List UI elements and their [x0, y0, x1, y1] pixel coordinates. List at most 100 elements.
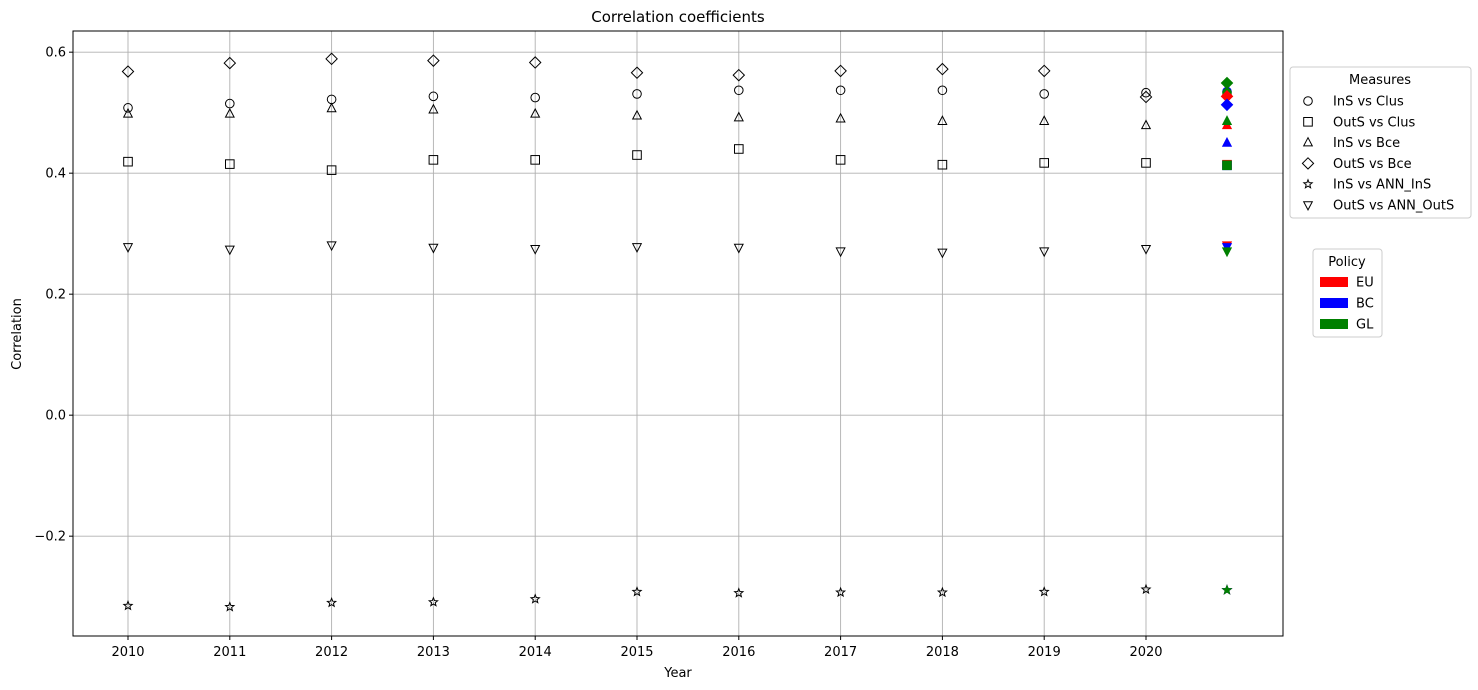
point-outs-vs-bce — [121, 65, 135, 78]
point-outs-vs-ann-outs — [224, 245, 235, 256]
point-outs-vs-ann-outs — [530, 245, 541, 255]
point-outs-vs-ann-outs — [835, 247, 846, 258]
point-outs-vs-bce — [834, 64, 847, 78]
legend-marker-outs-vs-ann-outs — [1302, 201, 1314, 211]
point-ins-vs-ann-ins — [733, 587, 745, 598]
policy-point-gl-ins-vs-ann-ins — [1221, 584, 1233, 595]
x-tick-label: 2020 — [1129, 645, 1162, 660]
point-outs-vs-bce — [223, 56, 237, 70]
point-outs-vs-ann-outs — [122, 243, 134, 253]
legend-measures-frame — [1289, 66, 1472, 219]
plot-frame — [72, 30, 1284, 637]
legend-label-outs-vs-clus: OutS vs Clus — [1333, 115, 1415, 130]
point-ins-vs-clus — [1141, 87, 1151, 98]
policy-point-bc-ins-vs-bce — [1221, 136, 1233, 147]
point-ins-vs-ann-ins — [936, 586, 948, 598]
grid-lines — [73, 31, 1283, 636]
point-ins-vs-bce — [530, 107, 541, 118]
point-outs-vs-ann-outs — [1140, 245, 1152, 255]
point-ins-vs-ann-ins — [224, 601, 236, 612]
point-outs-vs-clus — [428, 155, 439, 165]
x-axis-title: Year — [663, 666, 692, 681]
point-outs-vs-bce — [732, 68, 746, 82]
point-outs-vs-bce — [1037, 64, 1051, 78]
point-outs-vs-ann-outs — [326, 241, 337, 252]
point-ins-vs-bce — [1140, 119, 1152, 130]
point-outs-vs-bce — [936, 62, 949, 76]
x-tick-label: 2018 — [926, 645, 959, 660]
x-tick-label: 2010 — [111, 645, 144, 660]
point-ins-vs-ann-ins — [122, 599, 134, 611]
point-outs-vs-clus — [530, 155, 541, 165]
y-tick-label: −0.2 — [34, 530, 66, 545]
legend-label-outs-vs-ann-outs: OutS vs ANN_OutS — [1333, 199, 1454, 214]
x-tick-label: 2017 — [824, 645, 857, 660]
point-outs-vs-clus — [123, 156, 133, 167]
y-axis-title: Correlation — [10, 298, 25, 370]
legend-label-bc: BC — [1356, 297, 1374, 312]
legend-label-ins-vs-bce: InS vs Bce — [1333, 136, 1400, 151]
point-ins-vs-ann-ins — [326, 596, 338, 608]
point-ins-vs-ann-ins — [835, 586, 847, 598]
chart-title: Correlation coefficients — [591, 8, 765, 26]
y-axis: −0.2 0.0 0.2 0.4 0.6 — [34, 46, 73, 545]
point-ins-vs-clus — [835, 85, 846, 96]
x-tick-label: 2012 — [315, 645, 348, 660]
point-ins-vs-clus — [632, 89, 642, 99]
legend-label-ins-vs-clus: InS vs Clus — [1333, 95, 1404, 110]
point-outs-vs-ann-outs — [1039, 247, 1050, 258]
legend-measures: Measures InS vs Clus OutS vs Clus InS vs B… — [1289, 66, 1472, 219]
point-outs-vs-clus — [326, 165, 337, 175]
legend-label-ins-vs-ann-ins: InS vs ANN_InS — [1333, 178, 1431, 193]
legend-marker-ins-vs-bce — [1302, 136, 1314, 147]
legend-policy-title: Policy — [1328, 255, 1366, 270]
x-tick-label: 2014 — [519, 645, 552, 660]
point-outs-vs-ann-outs — [937, 248, 948, 259]
point-ins-vs-ann-ins — [631, 586, 643, 597]
policy-point-gl-outs-vs-ann-outs — [1221, 247, 1233, 258]
legend-swatch-eu — [1320, 277, 1348, 287]
point-ins-vs-bce — [122, 107, 134, 118]
legend-measures-title: Measures — [1349, 73, 1411, 88]
point-ins-vs-bce — [428, 103, 439, 114]
policy-points — [1220, 76, 1234, 595]
point-ins-vs-clus — [428, 91, 439, 102]
plot-area — [72, 30, 1284, 637]
legend-swatch-bc — [1320, 298, 1348, 308]
point-outs-vs-ann-outs — [428, 243, 439, 254]
x-tick-label: 2016 — [722, 645, 755, 660]
legend-label-eu: EU — [1356, 276, 1374, 291]
point-ins-vs-ann-ins — [529, 593, 541, 604]
point-ins-vs-ann-ins — [1140, 583, 1152, 595]
y-tick-label: 0.4 — [45, 167, 66, 182]
point-ins-vs-bce — [224, 107, 235, 118]
point-outs-vs-clus — [734, 144, 744, 154]
policy-point-gl-outs-vs-bce — [1220, 76, 1234, 90]
point-outs-vs-clus — [632, 150, 642, 160]
legend-label-gl: GL — [1356, 318, 1374, 333]
point-outs-vs-bce — [630, 66, 644, 80]
point-ins-vs-clus — [734, 85, 744, 96]
legend-swatch-gl — [1320, 319, 1348, 329]
point-outs-vs-clus — [937, 159, 948, 170]
point-outs-vs-ann-outs — [733, 243, 744, 254]
point-outs-vs-bce — [427, 54, 440, 67]
legend-marker-outs-vs-bce — [1301, 157, 1315, 170]
point-ins-vs-clus — [937, 85, 948, 96]
legend-marker-ins-vs-clus — [1303, 96, 1313, 106]
point-ins-vs-clus — [1039, 89, 1049, 99]
point-ins-vs-ann-ins — [427, 596, 439, 607]
legend-policy: Policy EU BC GL — [1312, 248, 1383, 338]
legend-policy-frame — [1312, 248, 1383, 338]
point-ins-vs-bce — [835, 112, 846, 123]
data-points — [121, 52, 1153, 612]
x-tick-label: 2015 — [620, 645, 653, 660]
point-ins-vs-bce — [326, 102, 337, 113]
point-ins-vs-clus — [530, 92, 541, 103]
point-outs-vs-bce — [1139, 90, 1153, 104]
point-outs-vs-ann-outs — [631, 243, 643, 253]
y-tick-label: 0.6 — [45, 46, 66, 61]
point-ins-vs-bce — [1039, 115, 1050, 125]
point-outs-vs-bce — [325, 52, 338, 66]
